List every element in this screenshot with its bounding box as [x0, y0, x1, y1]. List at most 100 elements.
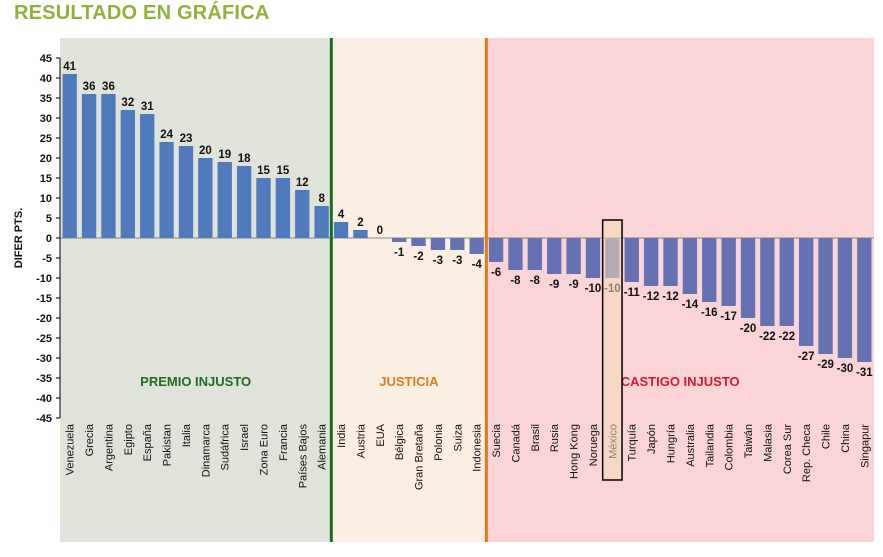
bar-zona-euro: [256, 178, 271, 238]
y-tick-label: -40: [36, 393, 52, 405]
bar-polonia: [430, 238, 446, 250]
y-tick-label: 10: [40, 193, 52, 205]
value-label-grecia: 36: [83, 81, 96, 93]
bar-japon: [643, 238, 659, 286]
y-tick-label: 5: [46, 213, 52, 225]
bar-hong-kong: [566, 238, 581, 274]
value-label-polonia: -3: [433, 255, 443, 267]
x-tick-label-china: China: [840, 423, 852, 453]
x-tick-label-italia: Italia: [181, 423, 193, 447]
bar-turquia: [624, 238, 639, 282]
value-label-austria: 2: [357, 217, 363, 229]
value-label-suecia: -6: [491, 267, 501, 279]
bar-austria: [353, 230, 368, 238]
y-axis-label: DIFER PTS.: [13, 208, 25, 269]
y-tick-label: 35: [40, 93, 52, 105]
bar-alemania: [314, 206, 329, 238]
value-label-taiwan: -20: [740, 323, 757, 335]
x-tick-label-suiza: Suiza: [452, 423, 464, 451]
zone-justicia: [331, 38, 487, 542]
value-label-brasil: -8: [530, 275, 541, 287]
x-tick-label-paises-bajos: Países Bajos: [297, 424, 309, 489]
value-label-japon: -12: [643, 291, 660, 303]
value-label-indonesia: -4: [472, 259, 483, 271]
zone-label-castigo-injusto: CASTIGO INJUSTO: [621, 374, 740, 389]
value-label-zona-euro: 15: [257, 165, 270, 177]
bar-israel: [236, 166, 252, 238]
value-label-noruega: -10: [585, 283, 602, 295]
bar-malasia: [760, 238, 775, 326]
bar-dinamarca: [198, 158, 213, 238]
bar-francia: [275, 178, 291, 238]
x-tick-label-tailandia: Tailandia: [704, 423, 716, 467]
value-label-argentina: 36: [102, 81, 115, 93]
bar-grecia: [81, 94, 97, 238]
highlight-box-mexico: [601, 219, 623, 481]
x-tick-label-australia: Australia: [685, 423, 697, 467]
value-label-francia: 15: [276, 165, 289, 177]
bar-singapur: [857, 238, 872, 362]
value-label-venezuela: 41: [63, 61, 76, 73]
bar-gran-bretana: [411, 238, 426, 246]
bar-egipto: [120, 110, 136, 238]
x-tick-label-eua: EUA: [375, 423, 387, 446]
bar-suecia: [488, 238, 504, 262]
y-tick-label: -35: [36, 373, 52, 385]
x-tick-label-alemania: Alemania: [317, 423, 329, 470]
bar-brasil: [527, 238, 543, 270]
bar-rusia: [547, 238, 562, 274]
bar-espana: [140, 114, 155, 238]
value-label-sudafrica: 19: [218, 149, 231, 161]
value-label-suiza: -3: [452, 255, 462, 267]
x-tick-label-francia: Francia: [278, 423, 290, 461]
value-label-colombia: -17: [720, 311, 737, 323]
zone-label-justicia: JUSTICIA: [379, 374, 439, 389]
x-tick-label-pakistan: Pakistan: [162, 424, 174, 466]
value-label-paises-bajos: 12: [296, 177, 309, 189]
y-tick-label: 25: [40, 133, 52, 145]
y-tick-label: -30: [36, 353, 52, 365]
y-tick-label: 30: [40, 113, 52, 125]
x-tick-label-israel: Israel: [239, 424, 251, 451]
x-tick-label-argentina: Argentina: [103, 423, 115, 471]
y-tick-label: 20: [40, 153, 52, 165]
value-label-rusia: -9: [549, 279, 559, 291]
y-tick-label: -20: [36, 313, 52, 325]
y-tick-label: 40: [40, 73, 52, 85]
y-tick-label: -15: [36, 293, 52, 305]
y-tick-label: 15: [40, 173, 52, 185]
x-tick-label-grecia: Grecia: [84, 423, 96, 456]
zone-castigo-injusto: [486, 38, 874, 542]
bar-hungria: [663, 238, 678, 286]
y-axis: -45-40-35-30-25-20-15-10-505101520253035…: [13, 53, 874, 425]
x-tick-label-venezuela: Venezuela: [65, 423, 77, 475]
x-tick-label-indonesia: Indonesia: [472, 423, 484, 472]
x-tick-label-dinamarca: Dinamarca: [200, 423, 212, 477]
value-label-eua: 0: [377, 225, 383, 237]
bar-suiza: [450, 238, 465, 250]
x-tick-label-corea-sur: Corea Sur: [782, 424, 794, 474]
x-tick-label-sudafrica: Sudáfrica: [220, 423, 232, 470]
value-label-corea-sur: -22: [778, 331, 795, 343]
x-tick-label-taiwan: Taiwán: [743, 424, 755, 458]
bar-sudafrica: [217, 162, 232, 238]
value-label-india: 4: [338, 209, 345, 221]
value-label-espana: 31: [141, 101, 154, 113]
value-label-gran-bretana: -2: [413, 251, 423, 263]
bar-belgica: [391, 238, 407, 242]
value-label-dinamarca: 20: [199, 145, 212, 157]
x-tick-label-gran-bretana: Gran Bretaña: [414, 423, 426, 490]
x-tick-label-singapur: Singapur: [859, 424, 871, 468]
zone-label-premio-injusto: PREMIO INJUSTO: [140, 374, 251, 389]
x-tick-label-zona-euro: Zona Euro: [259, 424, 271, 475]
value-label-rep-checa: -27: [798, 351, 815, 363]
bar-paises-bajos: [295, 190, 310, 238]
bar-indonesia: [469, 238, 484, 254]
value-label-hong-kong: -9: [568, 279, 578, 291]
x-tick-label-espana: España: [142, 423, 154, 461]
page-title: RESULTADO EN GRÁFICA: [14, 2, 270, 24]
bar-chile: [818, 238, 833, 354]
bar-australia: [682, 238, 698, 294]
